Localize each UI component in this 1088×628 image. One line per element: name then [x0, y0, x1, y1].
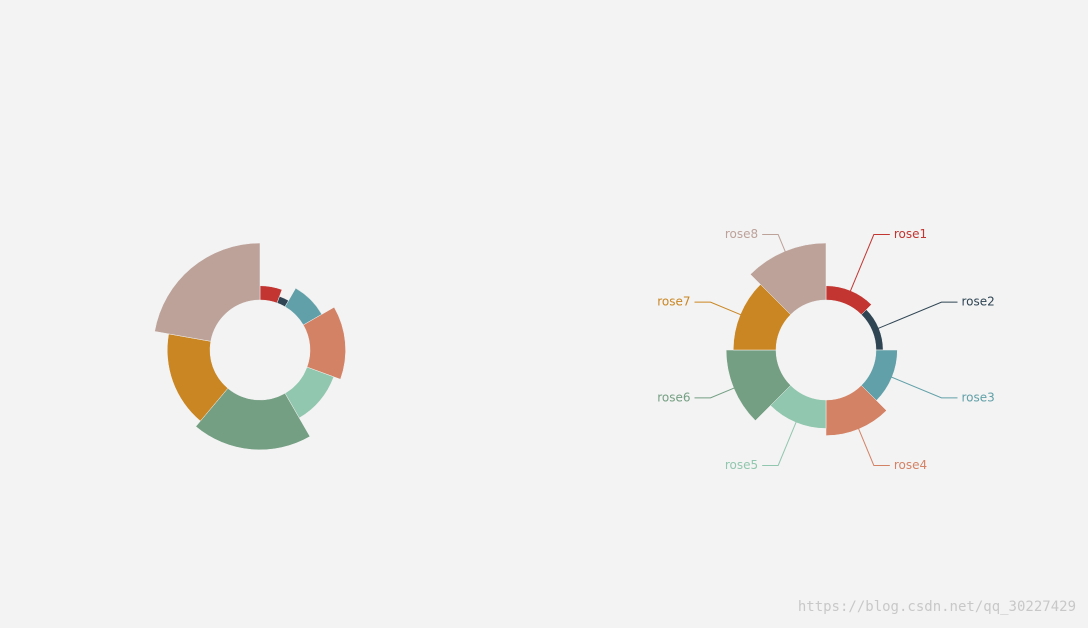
label-line: [856, 425, 890, 466]
slice-label: rose3: [961, 390, 994, 404]
rose-sector: [825, 385, 887, 436]
rose-sector: [154, 242, 261, 342]
slice-label: rose4: [894, 458, 927, 472]
slice-label: rose2: [961, 295, 994, 309]
watermark: https://blog.csdn.net/qq_30227429: [798, 599, 1076, 615]
label-line: [874, 301, 958, 331]
rose-sector: [749, 242, 827, 315]
slice-label: rose6: [657, 390, 690, 404]
slice-label: rose8: [725, 227, 758, 241]
rose-sector: [195, 387, 311, 451]
label-line: [762, 234, 788, 256]
slice-label: rose5: [725, 458, 758, 472]
label-line: [694, 386, 738, 399]
label-line: [848, 234, 890, 295]
rose-sector: [302, 306, 346, 380]
label-line: [694, 301, 745, 317]
rose-sector: [725, 349, 791, 421]
label-line: [888, 375, 958, 399]
label-line: [762, 418, 798, 466]
slice-label: rose1: [894, 227, 927, 241]
slice-label: rose7: [657, 295, 690, 309]
